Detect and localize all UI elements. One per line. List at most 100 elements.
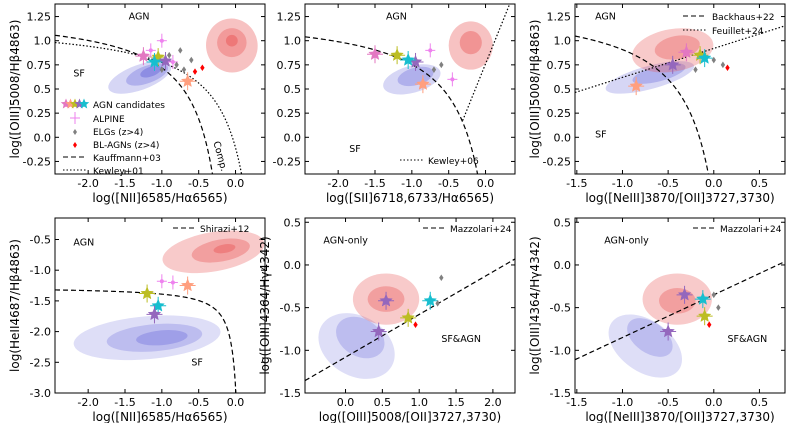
y-axis-label: log([OIII]4364/Hγ4342) (258, 236, 272, 374)
plot-area (575, 25, 785, 174)
legend-panel-1: AGN candidates ALPINE ELGs (z>4) BL-AGNs (z… (60, 98, 165, 177)
x-tick-label: -2.0 (327, 177, 348, 190)
line-kewley-06 (462, 4, 511, 121)
elg-point (178, 47, 183, 54)
bl-agn-point (413, 321, 418, 329)
agn-candidate-point (147, 54, 162, 68)
x-tick-label: 0.0 (477, 177, 495, 190)
x-tick-label: -0.5 (657, 396, 678, 409)
legend-label-elgs: ELGs (z>4) (93, 128, 143, 138)
x-tick-label: -1.5 (566, 177, 587, 190)
y-tick-label: -1.5 (280, 387, 301, 400)
panel-p4: -2.0 -1.5 -1.0 -0.5 0.0 -3.0 -2.5 -2.0 -1.5 -1.0 -… (8, 217, 266, 423)
agn-candidate-point (629, 78, 643, 92)
y-tick-label: -1.5 (550, 387, 571, 400)
y-tick-label: 0.75 (27, 59, 52, 72)
y-tick-label: 1.0 (34, 35, 52, 48)
x-tick-label: -0.5 (657, 177, 678, 190)
y-axis-label: log([OIII]4364/Hγ4342) (528, 236, 542, 374)
bl-agn-point (192, 68, 198, 75)
y-tick-label: -2.5 (30, 356, 51, 369)
agn-candidate-point (180, 74, 195, 88)
agn-candidate-point (697, 50, 712, 64)
agn-candidate-point (368, 47, 382, 61)
x-tick-label: 0.5 (751, 396, 769, 409)
axes-frame (54, 217, 266, 394)
legend-panel-2: Kewley+06 (400, 157, 479, 167)
alpine-point (159, 38, 164, 43)
agn-density-contour (642, 273, 712, 325)
x-tick-label: 0.5 (751, 177, 769, 190)
legend-label-alpine: ALPINE (93, 115, 125, 125)
y-tick-label: -0.5 (550, 302, 571, 315)
plot-area (305, 258, 515, 382)
agn-density-contour (225, 34, 238, 47)
panel-p6: -1.5 -1.0 -0.5 0.0 0.5-1.5-1.0-0.50.00.5log(… (528, 216, 786, 423)
y-tick-label: 0.25 (547, 107, 572, 120)
y-tick-label: -0.5 (280, 302, 301, 315)
panel-p5: 0.0 0.5 1.0 1.5 2.0-1.5-1.0-0.50.00.5log([OI… (258, 216, 516, 423)
agn-candidate-point (147, 307, 162, 321)
legend-panel-3: Backhaus+22 Feuillet+24 (683, 13, 774, 37)
elg-point (435, 300, 440, 307)
legend-label-kewley06: Kewley+06 (428, 157, 479, 167)
agn-candidate-point (390, 48, 404, 61)
legend-label: Mazzolari+24 (720, 225, 782, 235)
elg-point (189, 56, 194, 64)
agn-candidate-point (416, 77, 430, 90)
x-tick-label: 0.5 (374, 396, 392, 409)
y-tick-label: 0.0 (554, 259, 572, 272)
y-tick-label: 0.0 (284, 259, 302, 272)
legend-panel-4: Shirazi+12 (173, 225, 249, 235)
legend-panel-6: Mazzolari+24 (693, 225, 782, 235)
alpine-point (159, 279, 164, 284)
region-label: AGN (386, 11, 407, 22)
sf-density-contour (108, 61, 172, 94)
agn-density-contour (162, 230, 265, 274)
legend-label-agn-candidates: AGN candidates (93, 101, 165, 111)
bl-agn-point (707, 321, 712, 329)
x-tick-label: -1.5 (566, 396, 587, 409)
y-tick-label: -0.5 (30, 233, 51, 246)
alpine-point (170, 59, 175, 64)
y-tick-label: 0.5 (284, 216, 302, 229)
alpine-point (450, 77, 455, 82)
region-label: AGN (129, 11, 150, 22)
y-tick-label: 0.75 (547, 59, 572, 72)
x-axis-label: log([OIII]5008/[OII]3727,3730) (319, 410, 501, 423)
x-tick-label: 0.0 (337, 396, 355, 409)
legend-label-feuillet: Feuillet+24 (712, 27, 764, 37)
y-tick-label: 0.5 (554, 216, 572, 229)
y-tick-label: 0.0 (284, 131, 302, 144)
y-tick-label: 0.5 (554, 83, 572, 96)
agn-density-contour (191, 238, 250, 263)
x-tick-label: 1.0 (410, 396, 428, 409)
agn-density-contour (632, 28, 714, 73)
y-tick-label: 0.0 (34, 131, 52, 144)
x-tick-label: -1.5 (364, 177, 385, 190)
x-tick-label: -1.5 (114, 177, 135, 190)
sf-density-contour (605, 61, 695, 94)
region-label: AGN (595, 11, 616, 22)
sf-density-contour (126, 63, 169, 86)
sf-density-contour (106, 323, 203, 352)
y-tick-label: -3.0 (30, 387, 51, 400)
agn-candidate-point (661, 324, 675, 338)
agn-candidate-point (697, 309, 712, 322)
legend-label: Shirazi+12 (200, 225, 249, 235)
y-tick-label: -1.0 (30, 264, 51, 277)
alpine-point (148, 48, 153, 53)
plot-area (55, 230, 265, 393)
agn-candidate-point (136, 49, 151, 62)
agn-density-contour (206, 18, 258, 73)
x-tick-label: -0.5 (188, 396, 209, 409)
plot-area (575, 260, 785, 378)
line-kauffmann-03 (55, 34, 214, 174)
y-tick-label: 0.75 (277, 59, 302, 72)
elg-point (693, 66, 698, 73)
legend-blagn-marker (73, 142, 77, 148)
x-axis-label: log([NeIII]3870/[OII]3727,3730) (585, 191, 774, 205)
agn-candidate-point (401, 52, 415, 66)
line-kewley-01 (55, 41, 243, 174)
y-tick-label: -0.25 (543, 155, 571, 168)
